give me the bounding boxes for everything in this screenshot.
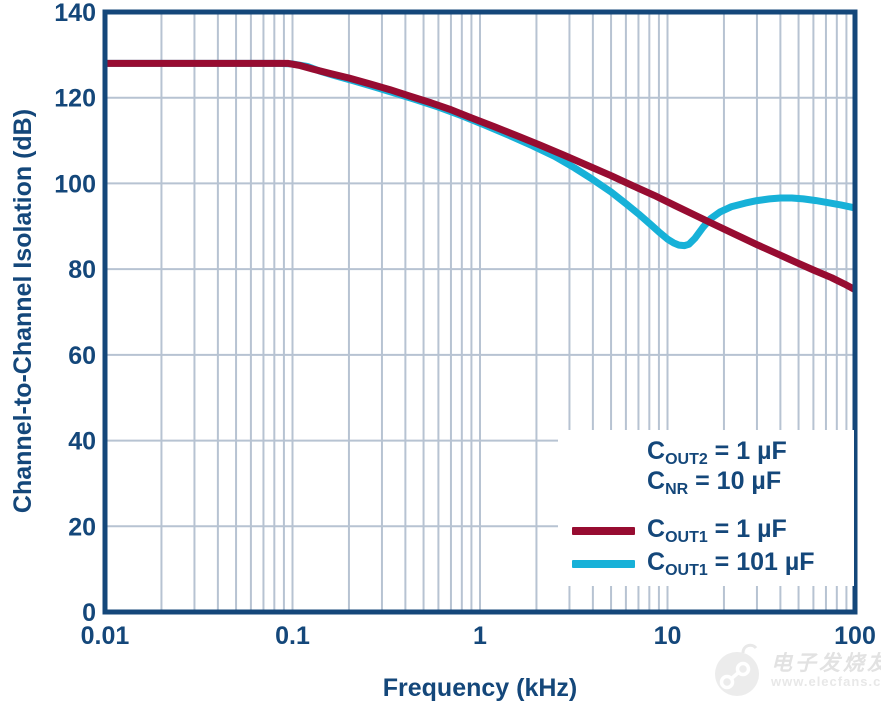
legend-entry-label: COUT1 = 1 µF	[647, 514, 787, 546]
svg-text:1: 1	[473, 622, 487, 650]
annotation-label: COUT2 = 1 µF	[647, 437, 787, 468]
legend-entry-cout1-101uf: COUT1 = 101 µF	[558, 547, 854, 580]
svg-text:20: 20	[68, 513, 96, 541]
svg-text:40: 40	[68, 428, 96, 456]
watermark: 电子发烧友 www.elecfans.com	[710, 641, 881, 701]
svg-text:0.01: 0.01	[81, 622, 130, 650]
svg-text:80: 80	[68, 256, 96, 284]
svg-text:140: 140	[54, 0, 96, 27]
watermark-text: 电子发烧友 www.elecfans.com	[771, 653, 881, 689]
x-axis-title: Frequency (kHz)	[382, 674, 578, 702]
watermark-chinese-text: 电子发烧友	[771, 652, 881, 676]
plot-frame	[102, 9, 858, 615]
svg-text:100: 100	[54, 170, 96, 198]
svg-text:100: 100	[834, 622, 876, 650]
legend-line-swatch-maroon	[572, 526, 635, 535]
legend-entry-label: COUT1 = 101 µF	[647, 547, 815, 579]
legend-annotation-cnr: CNR = 10 µF	[558, 467, 854, 498]
svg-text:120: 120	[54, 85, 96, 113]
svg-text:10: 10	[654, 622, 682, 650]
legend-gap	[558, 498, 854, 514]
legend-annotation-cout2: COUT2 = 1 µF	[558, 437, 854, 468]
svg-text:0.1: 0.1	[275, 622, 310, 650]
svg-text:0: 0	[82, 599, 96, 627]
legend-line-swatch-cyan	[572, 559, 635, 568]
y-tick-labels: 0 20 40 60 80 100 120 140	[54, 0, 96, 627]
legend: COUT2 = 1 µF CNR = 10 µF COUT1 = 1 µF CO…	[558, 430, 854, 586]
svg-text:60: 60	[68, 342, 96, 370]
x-tick-labels: 0.01 0.1 1 10 100	[81, 622, 876, 650]
legend-entry-cout1-1uf: COUT1 = 1 µF	[558, 514, 854, 547]
elecfans-logo-icon	[715, 643, 759, 696]
annotation-label: CNR = 10 µF	[647, 467, 782, 498]
series-curve-1	[105, 59, 857, 293]
watermark-url-text: www.elecfans.com	[771, 674, 881, 690]
